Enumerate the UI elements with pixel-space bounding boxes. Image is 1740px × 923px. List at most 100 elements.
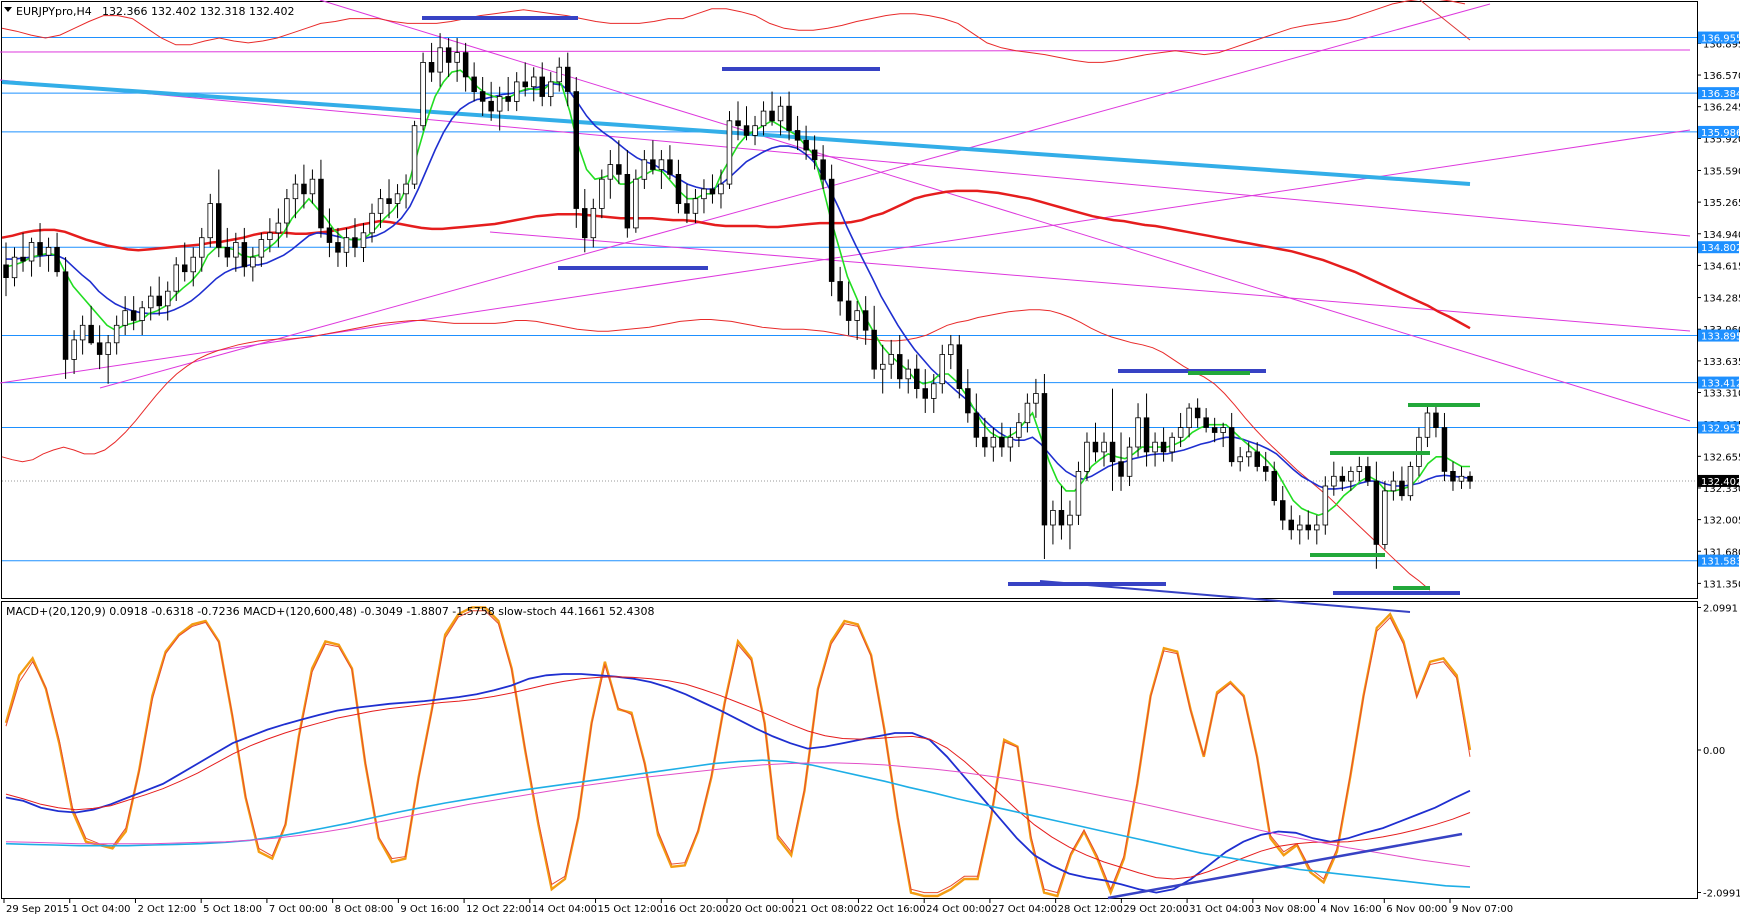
candle[interactable] (207, 193, 213, 248)
candle[interactable] (1467, 471, 1473, 489)
candle[interactable] (1373, 461, 1380, 569)
candle[interactable] (1016, 412, 1022, 448)
candle[interactable] (650, 140, 656, 175)
candle[interactable] (1450, 461, 1456, 491)
candle[interactable] (411, 120, 418, 189)
candle[interactable] (1160, 427, 1167, 462)
candle[interactable] (1075, 461, 1082, 525)
candle[interactable] (1280, 486, 1286, 530)
candle[interactable] (62, 257, 69, 379)
candle[interactable] (224, 227, 231, 267)
candle[interactable] (990, 427, 997, 462)
candle[interactable] (854, 300, 860, 340)
symbol-menu-icon[interactable] (4, 7, 12, 12)
candle[interactable] (820, 145, 826, 189)
indicator-trendline[interactable] (1107, 832, 1463, 900)
candle[interactable] (709, 174, 716, 204)
candle[interactable] (658, 150, 665, 189)
candle[interactable] (769, 91, 775, 126)
candle[interactable] (1246, 442, 1252, 467)
candle[interactable] (1033, 378, 1039, 418)
candle[interactable] (241, 227, 248, 277)
candle[interactable] (88, 305, 94, 345)
candle[interactable] (590, 198, 597, 248)
candle[interactable] (582, 188, 588, 253)
candle[interactable] (624, 150, 631, 238)
candle[interactable] (1348, 466, 1354, 491)
trendline[interactable] (0, 49, 1691, 53)
candle[interactable] (428, 42, 435, 82)
candle[interactable] (292, 174, 299, 219)
candle[interactable] (1288, 505, 1295, 540)
candle[interactable] (250, 247, 256, 282)
candle[interactable] (1263, 451, 1269, 482)
candle[interactable] (258, 232, 265, 267)
candle[interactable] (1314, 515, 1320, 545)
candle[interactable] (1194, 398, 1201, 428)
candle[interactable] (556, 57, 563, 92)
candle[interactable] (786, 91, 792, 141)
candle[interactable] (777, 96, 784, 136)
candle[interactable] (403, 174, 409, 209)
candle[interactable] (667, 145, 673, 180)
candle[interactable] (1365, 456, 1371, 487)
candle[interactable] (1441, 412, 1448, 482)
candle[interactable] (965, 369, 971, 423)
candle[interactable] (1211, 417, 1218, 443)
candle[interactable] (692, 188, 699, 224)
candle[interactable] (1399, 466, 1405, 501)
candle[interactable] (1271, 461, 1278, 506)
candle[interactable] (1382, 481, 1388, 550)
trendline[interactable] (1419, 0, 1471, 41)
candle[interactable] (79, 315, 86, 355)
candle[interactable] (1297, 515, 1303, 545)
candle[interactable] (1177, 412, 1184, 448)
candle[interactable] (1126, 437, 1133, 487)
candle[interactable] (573, 76, 580, 228)
candle[interactable] (999, 422, 1005, 457)
trendline[interactable] (489, 231, 1691, 332)
candle[interactable] (28, 237, 35, 277)
candle[interactable] (471, 62, 477, 102)
candle[interactable] (1433, 403, 1439, 438)
candle[interactable] (445, 38, 452, 77)
candle[interactable] (394, 184, 401, 219)
candle[interactable] (284, 188, 290, 238)
candle[interactable] (215, 169, 222, 258)
candle[interactable] (462, 42, 469, 92)
candle[interactable] (1186, 403, 1192, 438)
candle[interactable] (514, 72, 520, 112)
candle[interactable] (1407, 461, 1414, 501)
candle[interactable] (37, 223, 43, 267)
candle[interactable] (173, 257, 179, 301)
candle[interactable] (1203, 408, 1209, 433)
candle[interactable] (105, 335, 111, 384)
candle[interactable] (1118, 432, 1124, 491)
candle[interactable] (616, 140, 622, 185)
trendline[interactable] (99, 3, 1491, 389)
candle[interactable] (641, 150, 648, 189)
candle[interactable] (633, 169, 639, 233)
candle[interactable] (11, 247, 18, 287)
candle[interactable] (701, 179, 707, 214)
candle[interactable] (343, 227, 350, 267)
candle[interactable] (1143, 393, 1150, 467)
candle[interactable] (871, 305, 877, 379)
candle[interactable] (897, 335, 903, 389)
candle[interactable] (360, 223, 367, 263)
candle[interactable] (1228, 412, 1235, 467)
candle[interactable] (752, 115, 758, 146)
candle[interactable] (1109, 388, 1116, 491)
candle[interactable] (760, 101, 767, 136)
candle[interactable] (335, 227, 341, 267)
candle[interactable] (548, 72, 554, 107)
candle[interactable] (437, 33, 443, 87)
candle[interactable] (20, 232, 26, 272)
trendline[interactable] (0, 79, 1691, 237)
candle[interactable] (1084, 432, 1090, 482)
candle[interactable] (1390, 471, 1397, 501)
candle[interactable] (1322, 476, 1329, 535)
candle[interactable] (1058, 486, 1065, 540)
candle[interactable] (1092, 422, 1099, 462)
candle[interactable] (3, 242, 9, 297)
